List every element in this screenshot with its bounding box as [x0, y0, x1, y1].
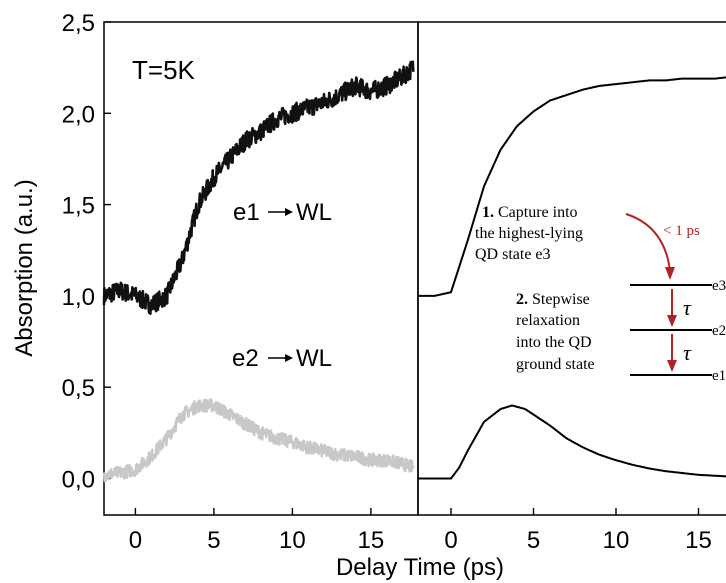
x-tick-label-right: 0 — [444, 527, 457, 554]
x-tick-label-right: 15 — [685, 527, 712, 554]
series-label-e1-state: e1 — [233, 199, 260, 226]
step2-number: 2. — [516, 291, 528, 308]
x-tick-label-right: 5 — [527, 527, 540, 554]
capture-time-label: < 1 ps — [663, 223, 700, 239]
step1-text: 1. Capture into the highest-lying QD stat… — [475, 204, 587, 263]
step2-line-1: Stepwise — [532, 291, 590, 308]
step2-line-3: into the QD — [516, 334, 592, 351]
step1-line-3: QD state e3 — [475, 246, 551, 263]
tau-label-upper: τ — [683, 295, 692, 320]
x-tick-label-left: 10 — [279, 527, 306, 554]
right-plot-frame — [417, 21, 726, 516]
model-curve-upper — [418, 76, 726, 297]
right-axis-ticks: 0 5 10 15 — [444, 508, 712, 554]
step2-text: 2. Stepwise relaxation into the QD ground… — [516, 291, 596, 373]
left-axis-ticks: 0 5 10 15 0,0 0,5 1,0 1,5 2,0 2,5 — [62, 10, 385, 554]
series-label-e2-target: WL — [296, 345, 332, 372]
y-tick-label: 0,5 — [62, 375, 95, 402]
step1-number: 1. — [482, 204, 494, 221]
relaxation-scheme: 1. Capture into the highest-lying QD stat… — [475, 204, 726, 384]
energy-level-label-e3: e3 — [712, 278, 726, 294]
step1-line-1: Capture into — [498, 204, 578, 221]
left-series-group — [102, 60, 415, 483]
right-series-group — [418, 76, 726, 480]
y-axis-label: Absorption (a.u.) — [11, 179, 38, 356]
series-e2-line — [102, 398, 415, 483]
x-axis-label: Delay Time (ps) — [336, 554, 504, 581]
energy-level-label-e1: e1 — [712, 368, 726, 384]
y-tick-label: 1,0 — [62, 284, 95, 311]
series-e1-line — [102, 60, 415, 316]
capture-arrow-icon — [625, 213, 671, 271]
x-tick-label-right: 10 — [603, 527, 630, 554]
y-tick-label: 0,0 — [62, 466, 95, 493]
series-label-e1: e1 WL — [233, 199, 332, 226]
x-tick-label-left: 15 — [358, 527, 385, 554]
temperature-label: T=5K — [132, 55, 196, 85]
x-tick-label-left: 0 — [129, 527, 142, 554]
model-curve-lower — [418, 404, 726, 480]
y-tick-label: 2,0 — [62, 101, 95, 128]
energy-level-label-e2: e2 — [712, 323, 726, 339]
x-tick-label-left: 5 — [207, 527, 220, 554]
tau-label-lower: τ — [683, 340, 692, 365]
series-label-e2: e2 WL — [232, 345, 332, 372]
step1-line-2: the highest-lying — [475, 225, 583, 242]
step2-line-4: ground state — [516, 356, 595, 373]
y-tick-label: 2,5 — [62, 10, 95, 37]
y-tick-label: 1,5 — [62, 193, 95, 220]
down-arrow-icon — [667, 289, 677, 327]
right-arrow-icon — [268, 354, 293, 362]
down-arrow-icon — [667, 334, 677, 372]
right-arrow-icon — [268, 208, 293, 216]
step2-line-2: relaxation — [516, 312, 580, 329]
series-label-e2-state: e2 — [232, 345, 259, 372]
capture-arrowhead — [665, 267, 675, 280]
series-label-e1-target: WL — [296, 199, 332, 226]
